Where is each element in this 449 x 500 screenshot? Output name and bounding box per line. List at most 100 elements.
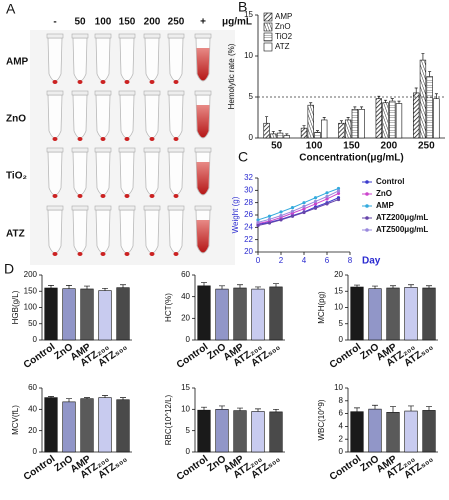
error-bar [322, 117, 326, 120]
error-bar [285, 133, 289, 136]
point [279, 210, 283, 214]
tube [119, 151, 135, 196]
error-bar [219, 405, 225, 410]
y-tick-label: 40 [28, 404, 37, 413]
bar [350, 286, 364, 341]
bar [116, 287, 130, 341]
error-bar [84, 397, 90, 399]
point [267, 221, 272, 225]
y-tick-label: 28 [244, 198, 253, 207]
error-bar [102, 287, 108, 291]
column-label: + [200, 17, 206, 28]
y-tick-label: 5 [186, 426, 191, 435]
bar [62, 401, 76, 453]
bar [269, 286, 283, 341]
y-axis-title: MCH(pg) [317, 291, 326, 324]
tube-cap [194, 33, 212, 39]
y-tick-label: 20 [28, 426, 37, 435]
error-bar [84, 285, 90, 289]
bar [270, 133, 277, 139]
legend-swatch [263, 42, 273, 52]
point [256, 220, 260, 224]
error-bar [309, 102, 313, 106]
error-bar [339, 120, 343, 124]
y-tick-label: 24 [244, 222, 253, 231]
error-bar [265, 116, 269, 124]
y-axis-title: Hemolytic rate (%) [227, 43, 236, 109]
y-tick-label: 6 [339, 409, 344, 418]
legend-marker [365, 204, 369, 208]
y-tick-label: 22 [244, 235, 253, 244]
series-line [257, 192, 339, 225]
point [313, 199, 318, 204]
tube [168, 151, 184, 196]
bar [197, 285, 211, 341]
x-tick-label: 50 [271, 141, 283, 152]
y-tick-label: 15 [334, 286, 343, 295]
y-tick-label: 10 [334, 383, 343, 392]
tube [144, 151, 160, 196]
point [313, 206, 318, 210]
tube [72, 94, 88, 139]
row-label: TiO₂ [6, 171, 27, 182]
bar [251, 411, 265, 453]
point [256, 223, 260, 228]
error-bar [372, 404, 378, 410]
bar [358, 109, 365, 139]
error-bar [372, 285, 378, 289]
error-bar [390, 406, 396, 413]
x-tick-label: Control [22, 453, 58, 483]
series-line [257, 199, 339, 226]
bar [433, 98, 440, 139]
error-bar [428, 71, 432, 77]
tube-cap [118, 33, 136, 39]
y-axis-title: MCV(fL) [11, 405, 20, 435]
tube [144, 209, 160, 254]
bar [215, 409, 229, 453]
point [302, 210, 306, 215]
bar [321, 119, 328, 139]
legend-label: TiO2 [275, 32, 293, 41]
x-tick-label: 8 [348, 256, 353, 265]
error-bar [201, 282, 207, 286]
point [336, 186, 341, 191]
pellet [124, 194, 130, 198]
x-tick-label: 4 [302, 256, 307, 265]
blood [196, 220, 210, 253]
error-bar [354, 407, 360, 412]
error-bar [48, 396, 54, 398]
point [290, 209, 295, 213]
panel-label: A [6, 1, 16, 17]
pellet [124, 137, 130, 141]
tube [47, 37, 63, 82]
bar [269, 411, 283, 453]
y-tick-label: 40 [181, 292, 190, 301]
y-tick-label: 10 [334, 303, 343, 312]
pellet [77, 137, 83, 141]
tube-cap [167, 147, 185, 153]
point [279, 214, 283, 218]
bar [386, 287, 400, 341]
error-bar [434, 93, 438, 99]
y-tick-label: 0 [339, 335, 344, 344]
point [267, 217, 272, 221]
x-tick-label: 2 [279, 256, 284, 265]
bar [422, 287, 436, 341]
point [325, 191, 329, 195]
bar [368, 288, 382, 341]
tube [168, 37, 184, 82]
tube-cap [194, 147, 212, 153]
bar [382, 102, 389, 139]
error-bar [302, 125, 306, 129]
pellet [52, 252, 58, 256]
point [325, 202, 329, 206]
y-axis-title: Weight (g) [231, 196, 240, 233]
bar [413, 92, 420, 139]
tube [168, 209, 184, 254]
error-bar [102, 395, 108, 398]
point [336, 197, 341, 202]
bar [404, 410, 418, 453]
tube-cap [194, 90, 212, 96]
y-axis-title: HGB(g/L) [11, 290, 20, 324]
